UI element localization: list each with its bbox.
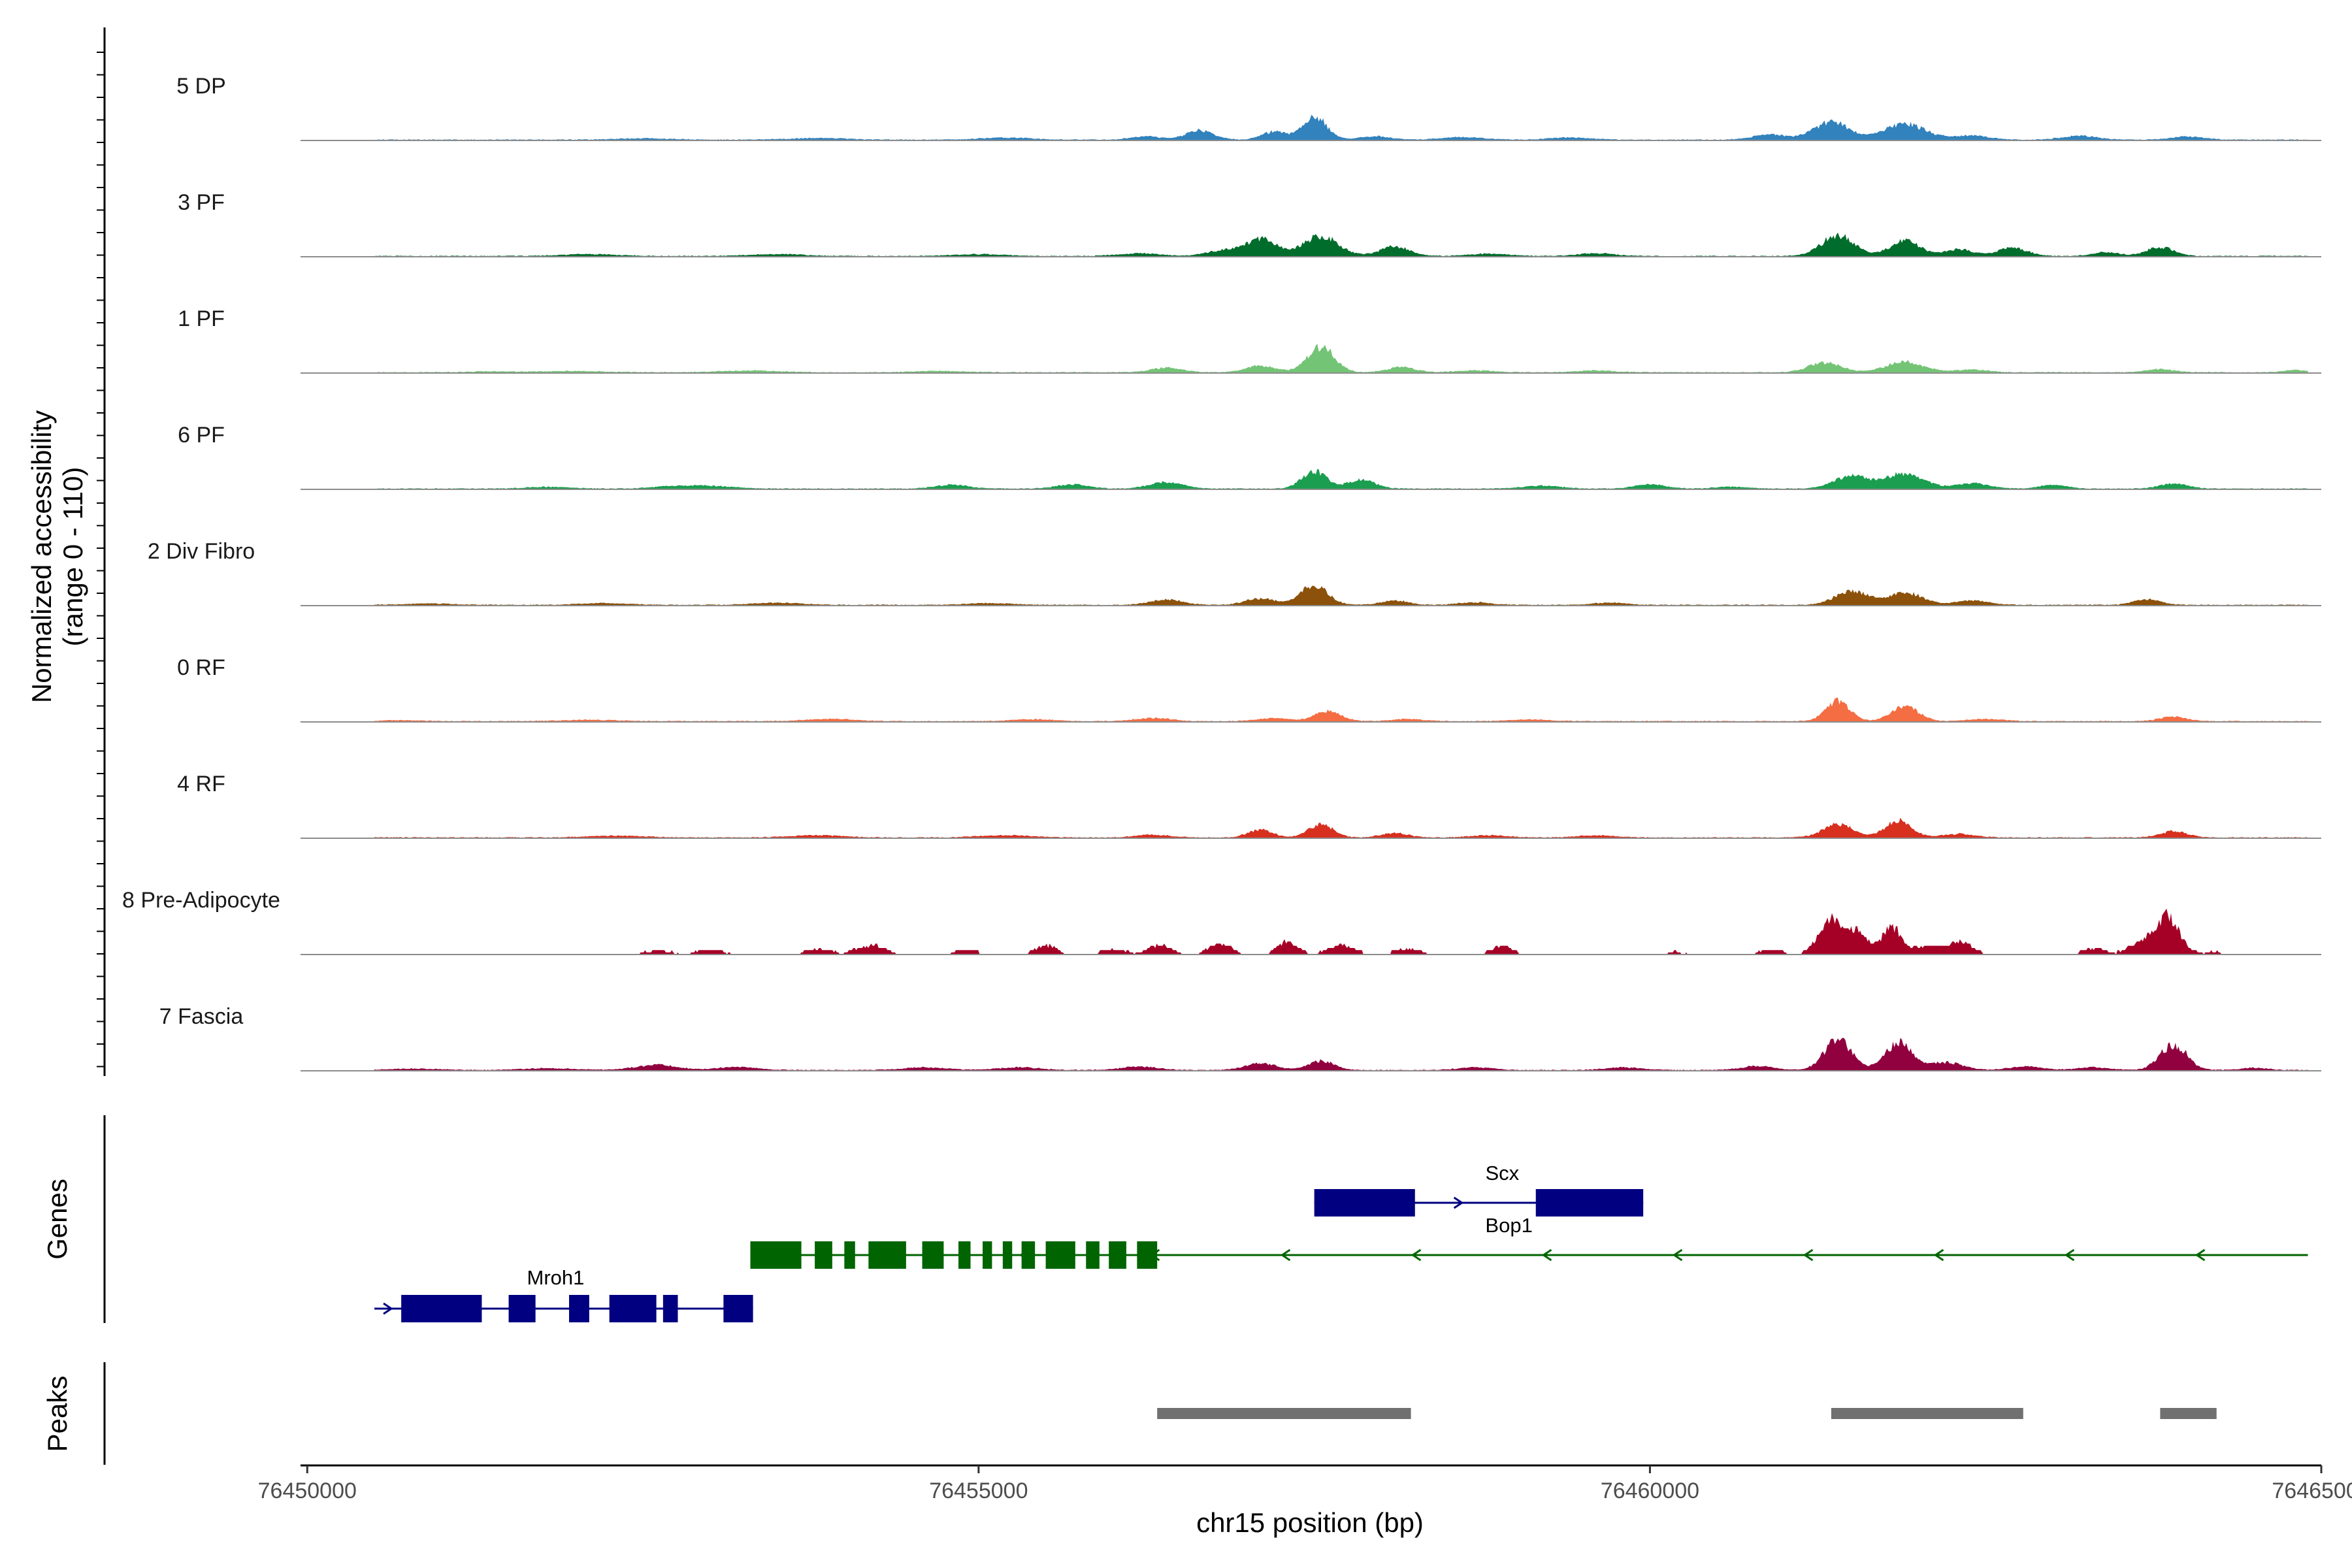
strand-arrow [2064, 1249, 2075, 1262]
track-area [374, 233, 2308, 257]
gene-exon [750, 1241, 802, 1269]
y-axis-range: (range 0 - 110) [57, 467, 88, 647]
track-area [374, 585, 2308, 606]
peak-region [1831, 1408, 2023, 1419]
gene-label: Scx [1486, 1162, 1520, 1184]
x-tick-label: 76455000 [929, 1478, 1028, 1503]
track-area [374, 697, 2308, 722]
track-area [374, 468, 2308, 489]
peak-regions [1157, 1408, 2217, 1419]
track-label: 7 Fascia [159, 1004, 244, 1029]
track-area [374, 908, 2308, 955]
coverage-tracks: 5 DP 3 PF 1 PF 6 PF 2 Div Fibro 0 RF 4 RF 8 Pre… [122, 74, 2321, 1071]
strand-arrow [1672, 1249, 1683, 1262]
track-label: 8 Pre-Adipocyte [122, 888, 280, 913]
track-6-pf: 6 PF [178, 423, 2321, 490]
gene-exon [922, 1241, 944, 1269]
gene-exon [983, 1241, 992, 1269]
gene-exon [844, 1241, 855, 1269]
strand-arrow [1411, 1249, 1422, 1262]
strand-arrow [1541, 1249, 1552, 1262]
gene-exon [1086, 1241, 1100, 1269]
gene-exon [569, 1295, 589, 1322]
gene-label: Mroh1 [527, 1266, 585, 1289]
gene-exon [1314, 1189, 1415, 1217]
gene-exon [868, 1241, 906, 1269]
gene-exon [815, 1241, 832, 1269]
track-label: 3 PF [178, 190, 225, 215]
track-4-rf: 4 RF [177, 772, 2321, 839]
track-label: 6 PF [178, 423, 225, 448]
gene-label: Bop1 [1485, 1214, 1532, 1237]
genes-track-label: Genes [42, 1179, 73, 1260]
x-tick-label: 76465000 [2272, 1478, 2352, 1503]
gene-exon [1045, 1241, 1075, 1269]
strand-arrow [1803, 1249, 1814, 1262]
gene-exon [1002, 1241, 1013, 1269]
gene-exon [609, 1295, 657, 1322]
coverage-y-ticks [97, 52, 105, 1068]
gene-exon [1021, 1241, 1036, 1269]
peak-region [2160, 1408, 2217, 1419]
x-axis-title: chr15 position (bp) [1196, 1507, 1424, 1538]
track-area [374, 817, 2308, 838]
gene-exon [401, 1295, 482, 1322]
track-7-fascia: 7 Fascia [159, 1004, 2321, 1071]
track-area [374, 114, 2308, 140]
track-area [374, 344, 2308, 373]
gene-bop1[interactable]: Bop1 [750, 1214, 2308, 1269]
track-3-pf: 3 PF [178, 190, 2321, 257]
track-0-rf: 0 RF [177, 655, 2321, 723]
gene-exon [662, 1295, 678, 1322]
x-tick-label: 76450000 [258, 1478, 357, 1503]
gene-exon [958, 1241, 971, 1269]
gene-exon [508, 1295, 536, 1322]
gene-scx[interactable]: Scx [1314, 1162, 1644, 1217]
peaks-track-label: Peaks [42, 1376, 73, 1452]
gene-exon [723, 1295, 753, 1322]
gene-annotation: Scx Bop1 Mroh1 [374, 1162, 2308, 1322]
gene-exon [1109, 1241, 1126, 1269]
strand-arrow [2195, 1249, 2206, 1262]
x-tick-label: 76460000 [1601, 1478, 1699, 1503]
gene-exon [1137, 1241, 1158, 1269]
track-label: 4 RF [177, 772, 225, 796]
track-1-pf: 1 PF [178, 306, 2321, 374]
track-label: 0 RF [177, 655, 225, 680]
track-label: 2 Div Fibro [148, 539, 255, 564]
gene-mroh1[interactable]: Mroh1 [374, 1266, 753, 1322]
track-label: 5 DP [176, 74, 226, 99]
strand-arrow [1453, 1196, 1464, 1209]
track-8-pre-adipocyte: 8 Pre-Adipocyte [122, 888, 2321, 955]
gene-exon [1535, 1189, 1644, 1217]
track-label: 1 PF [178, 306, 225, 331]
strand-arrow [383, 1302, 393, 1315]
track-area [374, 1037, 2308, 1071]
strand-arrow [1933, 1249, 1944, 1262]
track-2-div-fibro: 2 Div Fibro [148, 539, 2321, 606]
strand-arrow [1280, 1249, 1291, 1262]
track-5-dp: 5 DP [176, 74, 2321, 141]
y-axis-title: Normalized accessibility [26, 410, 57, 703]
peak-region [1157, 1408, 1411, 1419]
x-axis-ticks: 76450000 76455000 76460000 76465000 [258, 1465, 2352, 1503]
